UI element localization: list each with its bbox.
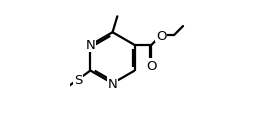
Text: O: O	[146, 59, 157, 72]
Text: N: N	[86, 39, 95, 52]
Text: S: S	[74, 73, 82, 86]
Text: N: N	[108, 77, 117, 90]
Text: O: O	[156, 29, 167, 42]
